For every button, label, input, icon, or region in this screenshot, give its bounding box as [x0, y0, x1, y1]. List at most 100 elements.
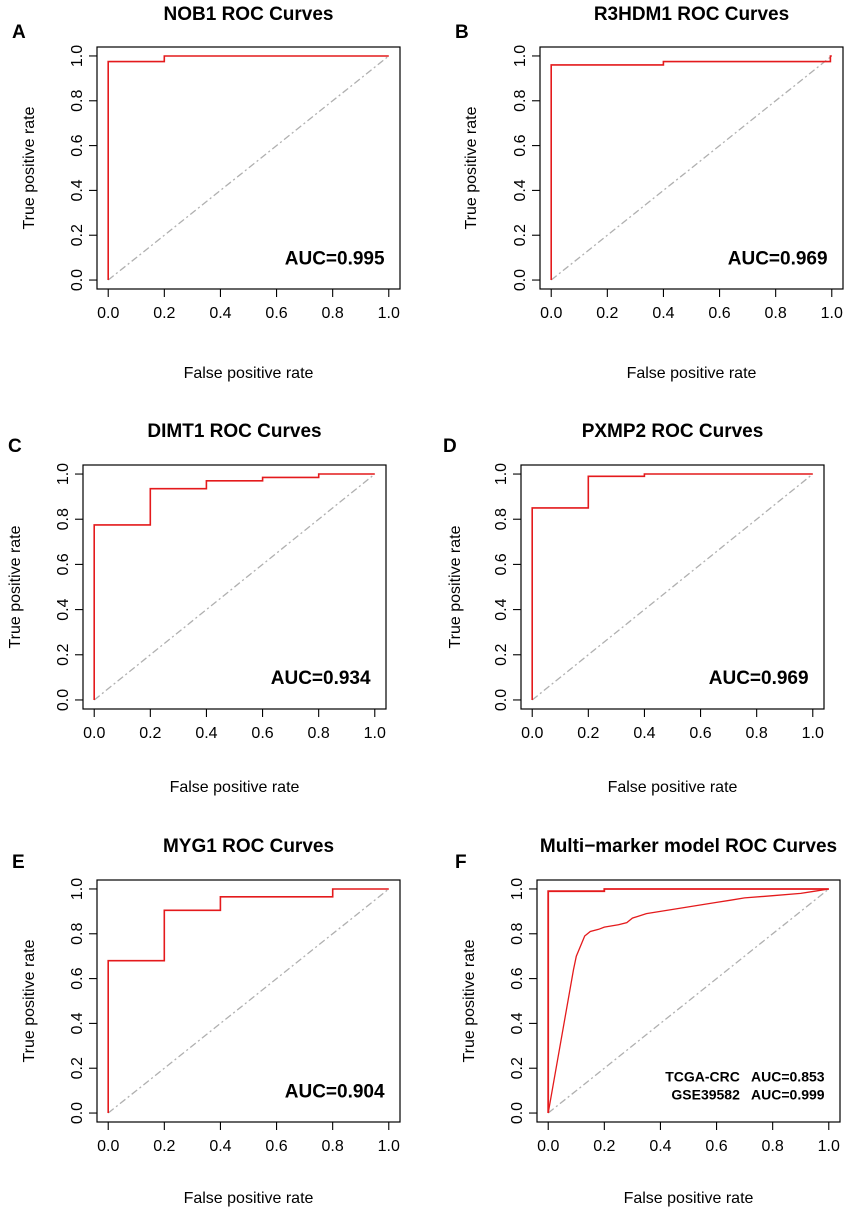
reference-diagonal: [107, 888, 390, 1114]
y-tick-label: 0.0: [69, 269, 86, 291]
reference-diagonal: [550, 55, 833, 281]
reference-diagonal: [531, 473, 814, 701]
x-tick-label: 0.0: [83, 725, 105, 742]
x-tick-label: 0.2: [593, 1138, 615, 1155]
x-tick-label: 0.6: [689, 725, 711, 742]
x-tick-label: 0.2: [596, 305, 618, 322]
y-axis-label: True positive rate: [461, 939, 478, 1062]
x-tick-label: 0.2: [153, 1138, 175, 1155]
panel-letter: D: [443, 436, 457, 457]
y-tick-label: 0.6: [512, 134, 529, 156]
y-tick-label: 0.6: [55, 553, 72, 575]
plot-frame: [82, 464, 387, 710]
chart-title: PXMP2 ROC Curves: [582, 421, 764, 442]
y-tick-label: 0.6: [69, 967, 86, 989]
x-tick-label: 0.2: [139, 725, 161, 742]
x-tick-label: 0.4: [209, 1138, 231, 1155]
y-tick-label: 0.6: [509, 967, 526, 989]
plot-frame: [539, 46, 844, 290]
chart-title: NOB1 ROC Curves: [164, 4, 334, 25]
y-tick-label: 1.0: [69, 878, 86, 900]
y-tick-label: 0.0: [69, 1102, 86, 1124]
roc-curve-tcga-crc: [547, 888, 829, 1114]
x-tick-label: 1.0: [378, 305, 400, 322]
x-tick-label: 0.4: [209, 305, 231, 322]
y-tick-label: 0.2: [512, 224, 529, 246]
roc-panel-f: F Multi−marker model ROC Curves 0.0 0.2 0.4 0…: [455, 836, 841, 1207]
roc-panel-a: A NOB1 ROC Curves 0.0 0.2 0.4 0.6 0.8 1.0 0.0 0.2…: [12, 4, 401, 382]
reference-diagonal: [107, 55, 390, 281]
roc-curve-gse39582: [547, 888, 829, 1113]
y-tick-label: 0.8: [69, 90, 86, 112]
x-tick-label: 0.6: [265, 305, 287, 322]
x-tick-label: 0.2: [153, 305, 175, 322]
x-tick-label: 0.4: [649, 1138, 671, 1155]
roc-panel-b: B R3HDM1 ROC Curves 0.0 0.2 0.4 0.6 0.8 1.0 0.0 0…: [455, 4, 844, 382]
roc-panel-e: E MYG1 ROC Curves 0.0 0.2 0.4 0.6 0.8 1.0 0.0 0.2…: [12, 836, 401, 1207]
x-axis-label: False positive rate: [184, 365, 314, 382]
panel-letter: A: [12, 22, 26, 43]
y-tick-label: 0.2: [509, 1057, 526, 1079]
y-tick-label: 1.0: [55, 463, 72, 485]
x-tick-label: 0.8: [322, 1138, 344, 1155]
y-tick-label: 0.0: [493, 689, 510, 711]
roc-curve-roc: [93, 473, 375, 700]
auc-annotation: AUC=0.969: [728, 248, 828, 269]
y-tick-label: 0.4: [509, 1012, 526, 1034]
chart-title: DIMT1 ROC Curves: [147, 421, 321, 442]
x-tick-label: 0.4: [633, 725, 655, 742]
x-tick-label: 0.4: [652, 305, 674, 322]
y-tick-label: 1.0: [509, 878, 526, 900]
roc-curve-roc: [107, 888, 389, 1113]
x-tick-label: 0.8: [308, 725, 330, 742]
y-tick-label: 0.0: [509, 1102, 526, 1124]
panel-letter: B: [455, 22, 469, 43]
x-tick-label: 0.0: [540, 305, 562, 322]
y-tick-label: 1.0: [512, 45, 529, 67]
chart-title: Multi−marker model ROC Curves: [540, 836, 837, 857]
y-tick-label: 0.8: [55, 508, 72, 530]
roc-panel-c: C DIMT1 ROC Curves 0.0 0.2 0.4 0.6 0.8 1.0 0.0 0.…: [7, 421, 387, 796]
auc-annotation: TCGA-CRC AUC=0.853: [665, 1069, 825, 1085]
x-tick-label: 1.0: [378, 1138, 400, 1155]
auc-annotation: GSE39582 AUC=0.999: [671, 1087, 824, 1103]
x-tick-label: 0.2: [577, 725, 599, 742]
y-tick-label: 0.4: [493, 598, 510, 620]
y-tick-label: 0.6: [69, 134, 86, 156]
x-tick-label: 0.8: [746, 725, 768, 742]
x-axis-label: False positive rate: [184, 1190, 314, 1207]
y-axis-label: True positive rate: [21, 106, 38, 229]
y-tick-label: 0.4: [55, 598, 72, 620]
y-axis-label: True positive rate: [447, 525, 464, 648]
x-tick-label: 1.0: [802, 725, 824, 742]
y-tick-label: 0.0: [512, 269, 529, 291]
x-axis-label: False positive rate: [624, 1190, 754, 1207]
y-tick-label: 0.2: [55, 644, 72, 666]
chart-title: R3HDM1 ROC Curves: [594, 4, 789, 25]
plot-frame: [96, 879, 401, 1123]
panel-letter: E: [12, 852, 25, 873]
y-tick-label: 0.6: [493, 553, 510, 575]
y-tick-label: 0.8: [512, 90, 529, 112]
auc-annotation: AUC=0.934: [271, 668, 371, 689]
auc-annotation: AUC=0.904: [285, 1081, 385, 1102]
y-axis-label: True positive rate: [21, 939, 38, 1062]
x-tick-label: 1.0: [364, 725, 386, 742]
x-tick-label: 1.0: [818, 1138, 840, 1155]
x-tick-label: 0.0: [97, 1138, 119, 1155]
x-tick-label: 0.8: [762, 1138, 784, 1155]
x-tick-label: 0.6: [265, 1138, 287, 1155]
x-tick-label: 0.8: [322, 305, 344, 322]
y-tick-label: 0.8: [493, 508, 510, 530]
y-tick-label: 1.0: [69, 45, 86, 67]
x-tick-label: 1.0: [821, 305, 843, 322]
y-tick-label: 0.2: [69, 1057, 86, 1079]
x-tick-label: 0.6: [708, 305, 730, 322]
roc-curve-roc: [550, 55, 832, 280]
roc-curve-roc: [531, 473, 813, 700]
roc-curve-roc: [107, 55, 389, 280]
x-tick-label: 0.0: [521, 725, 543, 742]
x-tick-label: 0.8: [765, 305, 787, 322]
y-tick-label: 0.4: [69, 1012, 86, 1034]
